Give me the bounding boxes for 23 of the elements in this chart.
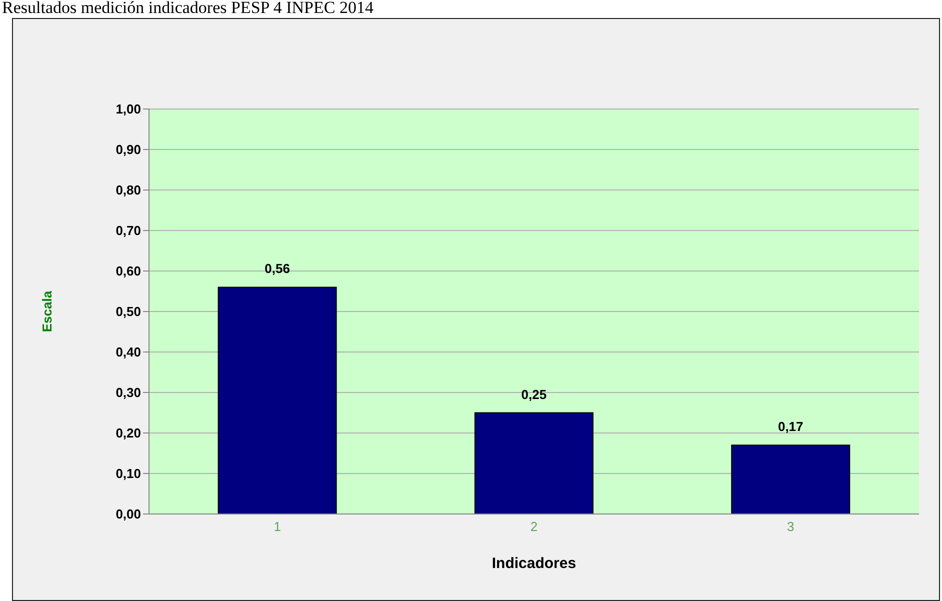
x-tick-label: 3 [787, 519, 794, 534]
data-label: 0,56 [264, 261, 290, 276]
y-tick-label: 0,80 [116, 182, 141, 198]
bar [731, 444, 850, 514]
x-axis-title: Indicadores [492, 555, 576, 572]
y-tick-label: 1,00 [116, 102, 141, 117]
y-tick-label: 0,10 [116, 466, 141, 482]
y-tick-label: 0,50 [116, 304, 141, 320]
data-label: 0,17 [778, 419, 804, 434]
y-tick-label: 0,60 [116, 264, 141, 279]
y-tick-label: 0,90 [116, 142, 141, 158]
data-label: 0,25 [521, 386, 547, 402]
bar [474, 412, 594, 514]
y-tick-label: 0,40 [116, 344, 141, 360]
y-tick-label: 0,70 [116, 223, 141, 238]
y-axis-title: Escala [40, 290, 55, 332]
y-tick-label: 0,30 [116, 385, 141, 400]
chart-title: Resultados medición indicadores PESP 4 INPEC 2014 [2, 0, 374, 18]
bar [218, 286, 337, 514]
y-tick-label: 0,20 [116, 426, 141, 441]
x-tick-label: 2 [530, 519, 538, 534]
x-tick-label: 1 [274, 519, 281, 534]
y-tick-label: 0,00 [116, 506, 141, 522]
